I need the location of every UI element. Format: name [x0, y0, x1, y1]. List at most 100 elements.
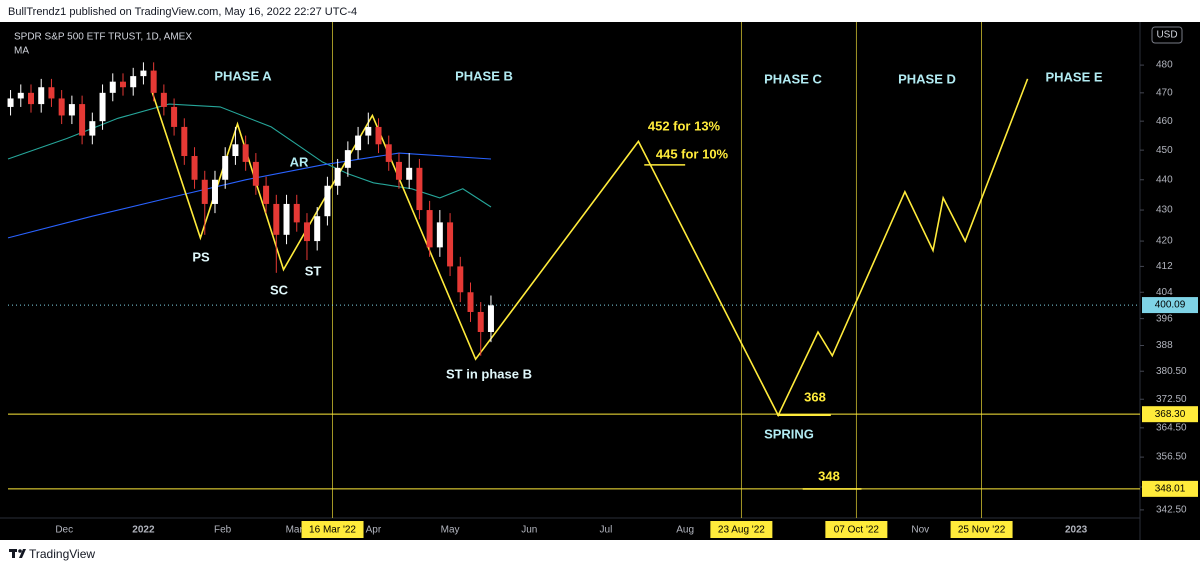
marker-box — [825, 521, 888, 538]
x-tick-label: Mar — [286, 525, 304, 536]
candle-body — [48, 87, 55, 99]
candle — [447, 213, 454, 277]
chart-title: SPDR S&P 500 ETF TRUST, 1D, AMEX — [14, 32, 192, 43]
candle — [457, 256, 464, 303]
x-tick-label: 2022 — [132, 525, 155, 536]
candle-body — [303, 222, 310, 242]
candle-body — [273, 203, 280, 235]
candle — [283, 194, 290, 245]
candle — [263, 176, 270, 214]
currency-label: USD — [1156, 30, 1177, 41]
candle-body — [457, 266, 464, 293]
candle — [344, 141, 351, 177]
candle — [395, 153, 402, 189]
candle-body — [222, 156, 229, 180]
marker-label: 25 Nov '22 — [958, 525, 1006, 536]
indicator-label: MA — [14, 46, 29, 57]
candle-body — [160, 92, 167, 107]
x-tick-label: Jun — [521, 525, 537, 536]
candle-body — [314, 216, 321, 242]
annotation: PS — [192, 249, 210, 264]
candle-body — [334, 167, 341, 186]
candle — [201, 170, 208, 235]
x-tick-label: Apr — [366, 525, 382, 536]
candle-body — [27, 92, 34, 105]
annotation: PHASE B — [455, 68, 513, 83]
candle-body — [130, 76, 137, 88]
annotation: ST in phase B — [446, 366, 532, 381]
y-tick-label: 396 — [1156, 313, 1173, 324]
candle — [191, 147, 198, 189]
y-tick-label: 356.50 — [1156, 452, 1187, 463]
candle — [324, 176, 331, 226]
candle-body — [140, 70, 147, 77]
candle — [303, 213, 310, 261]
x-tick-label: Dec — [55, 525, 73, 536]
candle-body — [375, 126, 382, 145]
marker-box — [301, 521, 364, 538]
x-tick-label: Feb — [214, 525, 232, 536]
y-tick-label: 372.50 — [1156, 394, 1187, 405]
candle — [416, 158, 423, 220]
candle — [150, 62, 157, 102]
candle — [242, 135, 249, 171]
publish-header: BullTrendz1 published on TradingView.com… — [8, 6, 357, 18]
x-tick-label: Aug — [676, 525, 694, 536]
chart-background — [0, 22, 1200, 540]
annotation: AR — [290, 154, 309, 169]
candle-body — [242, 144, 249, 162]
candle — [406, 153, 413, 189]
candle — [232, 126, 239, 165]
candle-body — [109, 81, 116, 93]
annotation: SC — [270, 282, 289, 297]
candle-body — [426, 210, 433, 248]
y-tick-label: 450 — [1156, 145, 1173, 156]
brand-logo — [9, 549, 26, 558]
x-tick-label: Jul — [600, 525, 613, 536]
candle-body — [355, 135, 362, 151]
y-tick-label: 420 — [1156, 236, 1173, 247]
marker-label: 16 Mar '22 — [309, 525, 356, 536]
candle — [426, 200, 433, 257]
candle-body — [191, 156, 198, 180]
candle — [222, 147, 229, 189]
candle — [68, 95, 75, 125]
level-box — [1142, 406, 1198, 423]
brand-name: TradingView — [29, 547, 95, 561]
annotation: SPRING — [764, 426, 814, 441]
candle-body — [293, 203, 300, 223]
target-label: 348 — [818, 468, 840, 483]
candle-body — [17, 92, 24, 99]
y-tick-label: 380.50 — [1156, 366, 1187, 377]
y-tick-label: 430 — [1156, 205, 1173, 216]
level-box — [1142, 480, 1198, 497]
candle-body — [324, 185, 331, 217]
candle-body — [181, 126, 188, 157]
candle — [375, 118, 382, 154]
candle-body — [58, 98, 65, 116]
candle-body — [99, 92, 106, 122]
candle-body — [211, 179, 218, 204]
candle — [58, 90, 65, 125]
candle-body — [150, 70, 157, 93]
candle-body — [7, 98, 14, 107]
candle-body — [232, 144, 239, 157]
candle-body — [436, 222, 443, 248]
y-tick-label: 460 — [1156, 116, 1173, 127]
candle-body — [344, 150, 351, 168]
currency-box[interactable] — [1151, 26, 1183, 44]
candle-body — [89, 121, 96, 136]
candle-body — [447, 222, 454, 267]
candle — [181, 118, 188, 165]
y-tick-label: 440 — [1156, 174, 1173, 185]
candle — [171, 98, 178, 136]
level-label: 348.01 — [1155, 484, 1186, 495]
candle-body — [79, 104, 86, 136]
candle-body — [38, 87, 45, 105]
candle-body — [477, 311, 484, 332]
candle — [99, 84, 106, 130]
candle — [7, 90, 14, 116]
candle — [160, 84, 167, 116]
candle — [252, 153, 259, 195]
